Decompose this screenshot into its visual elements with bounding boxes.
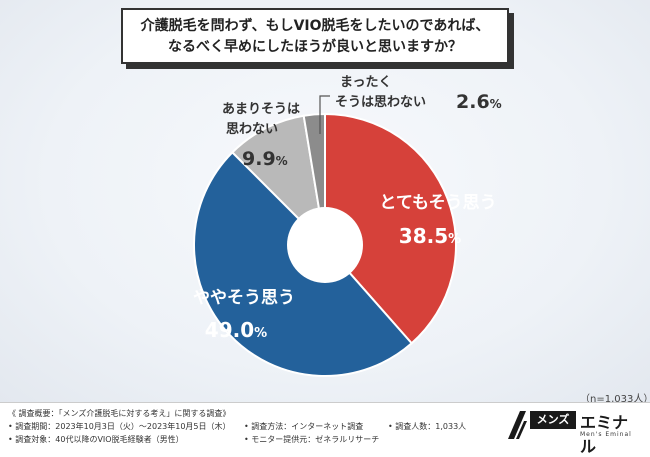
slice-totemo — [324, 112, 457, 345]
slice-value-amari: 9.9% — [242, 148, 288, 170]
slice-value-mattaku: 2.6% — [456, 91, 502, 113]
leader-line — [319, 95, 330, 134]
slice-value-yaya: 49.0% — [205, 318, 267, 342]
survey-period: • 調査期間：2023年10月3日（火）〜2023年10月5日（木） — [8, 422, 231, 431]
brand-box: メンズ — [530, 411, 576, 429]
brand-mark-icon — [508, 411, 527, 439]
donut-chart: とてもそう思う 38.5% ややそう思う 49.0% あまりそうは 思わない 9… — [192, 75, 502, 378]
donut-hole — [287, 207, 363, 283]
survey-target: • 調査対象：40代以降のVIO脱毛経験者（男性） — [8, 435, 184, 444]
question-line-1: 介護脱毛を問わず、もしVIO脱毛をしたいのであれば、 — [140, 18, 490, 34]
slice-label-totemo: とてもそう思う — [379, 193, 496, 213]
survey-count: • 調査人数：1,033人 — [388, 422, 467, 431]
question-box: 介護脱毛を問わず、もしVIO脱毛をしたいのであれば、 なるべく早めにしたほうが良… — [121, 8, 509, 64]
sample-size: （n=1,033人） — [580, 394, 650, 405]
survey-provider: • モニター提供元：ゼネラルリサーチ — [244, 435, 380, 444]
slice-value-totemo: 38.5% — [399, 224, 461, 248]
brand-logo: メンズ エミナル Men's Eminal — [506, 409, 642, 456]
slice-label-amari-2: 思わない — [226, 122, 278, 137]
slice-label-amari-1: あまりそうは — [222, 102, 300, 117]
question-line-2: なるべく早めにしたほうが良いと思いますか？ — [168, 39, 462, 55]
brand-subtitle: Men's Eminal — [580, 431, 632, 438]
slice-amari — [230, 114, 327, 248]
survey-method: • 調査方法：インターネット調査 — [244, 422, 364, 431]
survey-summary: 《 調査概要：「メンズ介護脱毛に対する考え」に関する調査》 — [8, 409, 231, 418]
slice-label-mattaku-2: そうは思わない — [335, 95, 426, 110]
slice-label-yaya: ややそう思う — [193, 288, 295, 308]
slice-label-mattaku-1: まったく — [340, 75, 391, 90]
question-text: 介護脱毛を問わず、もしVIO脱毛をしたいのであれば、 なるべく早めにしたほうが良… — [123, 16, 507, 58]
